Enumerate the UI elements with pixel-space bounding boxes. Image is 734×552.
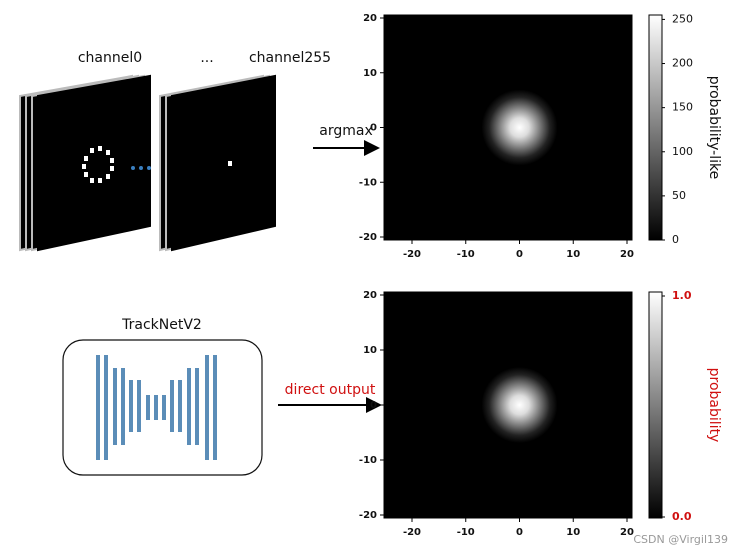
y-tick-label: -20	[359, 232, 377, 243]
watermark: CSDN @Virgil139	[633, 533, 728, 546]
x-tick-label: -10	[457, 249, 475, 260]
pixel	[106, 150, 110, 155]
dot	[147, 166, 151, 170]
layer-bar	[146, 395, 150, 420]
pixel	[82, 164, 86, 169]
layer-bar	[96, 355, 100, 460]
y-tick-label: -10	[359, 177, 377, 188]
layer-bar	[129, 380, 133, 432]
channel-label: channel0	[78, 50, 142, 66]
colorbar-label: probability	[706, 368, 722, 443]
pixel	[110, 158, 114, 163]
network-bars	[96, 355, 217, 460]
arrow-label: argmax	[319, 123, 372, 139]
colorbar	[648, 14, 663, 241]
layer-bar	[113, 368, 117, 445]
channel-card	[37, 74, 151, 252]
y-tick-label: 0	[370, 123, 377, 134]
y-tick-label: -20	[359, 510, 377, 521]
colorbar-tick-label: 250	[672, 12, 693, 25]
y-tick-label: 20	[363, 290, 377, 301]
plots: -20 -10 0 10 2020100-10-20250200150100500pro…	[359, 12, 722, 538]
pixel	[110, 166, 114, 171]
colorbar-tick-label: 50	[672, 189, 686, 202]
colorbar-tick-label: 1.0	[672, 289, 692, 302]
pixel	[98, 178, 102, 183]
network-box	[62, 339, 263, 476]
layer-bar	[178, 380, 182, 432]
layer-bar	[213, 355, 217, 460]
y-tick-label: 10	[363, 345, 377, 356]
colorbar	[648, 291, 663, 519]
y-tick-label: 20	[363, 13, 377, 24]
pixel	[90, 148, 94, 153]
arrow-label: direct output	[285, 382, 376, 398]
pixel	[98, 146, 102, 151]
colorbar-tick-label: 150	[672, 101, 693, 114]
colorbar-tick-label: 100	[672, 145, 693, 158]
pixel	[84, 172, 88, 177]
x-tick-label: 10	[566, 249, 580, 260]
x-tick-label: 20	[620, 527, 634, 538]
channel-label: channel255	[249, 50, 331, 66]
dot	[139, 166, 143, 170]
heatmap-blob	[481, 89, 558, 166]
x-tick-label: 0	[516, 527, 523, 538]
layer-bar	[104, 355, 108, 460]
pixel	[106, 174, 110, 179]
x-tick-label: 20	[620, 249, 634, 260]
layer-bar	[154, 395, 158, 420]
y-tick-label: -10	[359, 455, 377, 466]
colorbar-tick-label: 0	[672, 233, 679, 246]
x-tick-label: -10	[457, 527, 475, 538]
pixel	[90, 178, 94, 183]
channel-stacks	[19, 74, 276, 252]
x-tick-label: -20	[403, 527, 421, 538]
layer-bar	[170, 380, 174, 432]
layer-bar	[205, 355, 209, 460]
ellipsis: ...	[200, 50, 213, 66]
channel-card	[171, 74, 276, 252]
x-tick-label: 0	[516, 249, 523, 260]
pixel	[228, 161, 232, 166]
layer-bar	[137, 380, 141, 432]
y-tick-label: 10	[363, 68, 377, 79]
layer-bar	[195, 368, 199, 445]
layer-bar	[187, 368, 191, 445]
heatmap-blob	[481, 367, 558, 443]
colorbar-tick-label: 0.0	[672, 510, 692, 523]
network-title: TrackNetV2	[121, 317, 202, 333]
y-tick-label: 0	[370, 400, 377, 411]
x-tick-label: 10	[566, 527, 580, 538]
x-tick-label: -20	[403, 249, 421, 260]
pixel	[84, 156, 88, 161]
layer-bar	[162, 395, 166, 420]
layer-bar	[121, 368, 125, 445]
dot	[131, 166, 135, 170]
colorbar-tick-label: 200	[672, 57, 693, 70]
colorbar-label: probability-like	[706, 76, 722, 180]
